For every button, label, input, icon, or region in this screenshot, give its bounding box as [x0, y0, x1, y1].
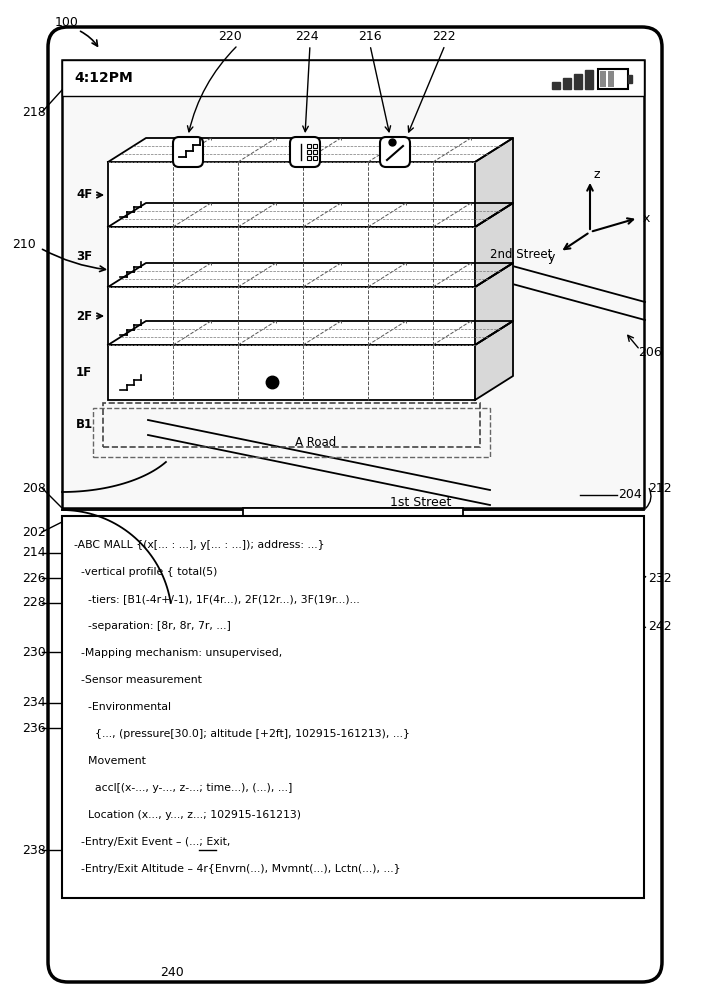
Bar: [628, 75, 632, 83]
Text: x: x: [643, 212, 650, 225]
Text: 236: 236: [22, 722, 45, 734]
Polygon shape: [108, 138, 513, 162]
Text: 204: 204: [618, 488, 642, 502]
Text: 212: 212: [648, 482, 672, 494]
Bar: [608, 71, 614, 87]
Bar: [108, 227, 475, 287]
Bar: [313, 156, 317, 160]
Text: 100: 100: [55, 15, 79, 28]
Text: 3F: 3F: [76, 250, 92, 263]
Text: 232: 232: [648, 572, 672, 584]
Text: 228: 228: [22, 596, 45, 609]
Polygon shape: [475, 203, 513, 287]
Bar: [108, 345, 475, 400]
Text: 2nd Street: 2nd Street: [490, 248, 552, 261]
Text: A Road: A Road: [295, 436, 337, 448]
Text: 4F: 4F: [76, 188, 92, 202]
Text: 230: 230: [22, 646, 45, 658]
Bar: [108, 287, 475, 345]
Text: 4:12PM: 4:12PM: [74, 71, 133, 85]
Text: 238: 238: [22, 844, 45, 856]
Polygon shape: [475, 263, 513, 345]
Text: B1: B1: [76, 418, 93, 432]
Text: 208: 208: [22, 482, 46, 494]
Text: 216: 216: [358, 30, 382, 43]
Text: -Entry/Exit Altitude – 4r{Envrn(...), Mvmnt(...), Lctn(...), ...}: -Entry/Exit Altitude – 4r{Envrn(...), Mv…: [74, 864, 400, 874]
Text: 234: 234: [22, 696, 45, 710]
Bar: [574, 74, 582, 89]
Text: -tiers: [B1(-4r+/-1), 1F(4r...), 2F(12r...), 3F(19r...)...: -tiers: [B1(-4r+/-1), 1F(4r...), 2F(12r.…: [74, 594, 360, 604]
Text: 220: 220: [218, 30, 241, 43]
Polygon shape: [108, 203, 513, 227]
Bar: [93, 408, 490, 457]
Text: 202: 202: [22, 526, 45, 538]
Text: 218: 218: [22, 105, 45, 118]
Bar: [62, 516, 644, 898]
Text: {..., (pressure[30.0]; altitude [+2ft], 102915-161213), ...}: {..., (pressure[30.0]; altitude [+2ft], …: [74, 729, 410, 739]
Text: accl[(x-..., y-..., z-...; time...), (...), ...]: accl[(x-..., y-..., z-...; time...), (..…: [74, 783, 293, 793]
Bar: [62, 60, 644, 96]
Text: -Entry/Exit Event – (...; Exit,: -Entry/Exit Event – (...; Exit,: [74, 837, 230, 847]
Text: Location (x..., y..., z...; 102915-161213): Location (x..., y..., z...; 102915-16121…: [74, 810, 301, 820]
Bar: [585, 70, 593, 89]
FancyBboxPatch shape: [48, 27, 662, 982]
Bar: [552, 82, 560, 89]
Bar: [243, 508, 463, 518]
Text: Movement: Movement: [74, 756, 146, 766]
Polygon shape: [108, 321, 513, 345]
Bar: [137, 844, 252, 884]
Polygon shape: [475, 138, 513, 227]
Text: 1st Street: 1st Street: [390, 495, 452, 508]
Bar: [108, 162, 475, 227]
Text: 2F: 2F: [76, 310, 92, 322]
Bar: [103, 403, 480, 447]
Text: -Environmental: -Environmental: [74, 702, 171, 712]
Text: 242: 242: [648, 620, 672, 634]
Text: y: y: [548, 251, 555, 264]
Text: -Mapping mechanism: unsupervised,: -Mapping mechanism: unsupervised,: [74, 648, 283, 658]
Bar: [600, 71, 606, 87]
Text: z: z: [594, 167, 601, 180]
Text: 240: 240: [160, 966, 184, 978]
FancyBboxPatch shape: [173, 137, 203, 167]
Bar: [454, 844, 569, 884]
Polygon shape: [475, 321, 513, 400]
FancyBboxPatch shape: [380, 137, 410, 167]
Bar: [307, 144, 311, 148]
Bar: [62, 60, 644, 508]
Text: 1F: 1F: [76, 366, 92, 379]
Text: -separation: [8r, 8r, 7r, ...]: -separation: [8r, 8r, 7r, ...]: [74, 621, 231, 631]
Bar: [307, 150, 311, 154]
Text: 224: 224: [295, 30, 319, 43]
Text: 222: 222: [432, 30, 456, 43]
Text: -Sensor measurement: -Sensor measurement: [74, 675, 202, 685]
FancyBboxPatch shape: [290, 137, 320, 167]
Bar: [307, 156, 311, 160]
Bar: [598, 69, 628, 89]
Text: 210: 210: [12, 238, 36, 251]
Bar: [313, 144, 317, 148]
Text: 214: 214: [22, 546, 45, 560]
Bar: [563, 78, 571, 89]
Text: -vertical profile { total(5): -vertical profile { total(5): [74, 567, 217, 577]
Polygon shape: [108, 263, 513, 287]
Text: -ABC MALL {(x[... : ...], y[... : ...]); address: ...}: -ABC MALL {(x[... : ...], y[... : ...]);…: [74, 540, 324, 550]
Text: 206: 206: [638, 346, 662, 359]
Bar: [313, 150, 317, 154]
Text: 226: 226: [22, 572, 45, 584]
